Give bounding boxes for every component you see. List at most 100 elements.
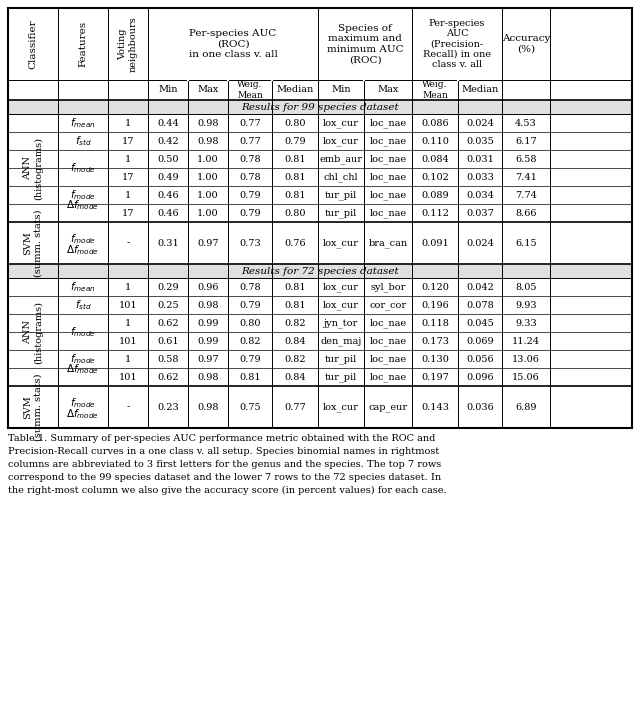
Text: 0.98: 0.98 [197,137,219,145]
Text: the right-most column we also give the accuracy score (in percent values) for ea: the right-most column we also give the a… [8,486,447,495]
Text: -: - [126,402,130,412]
Text: 0.118: 0.118 [421,318,449,328]
Text: 6.17: 6.17 [515,137,537,145]
Text: $\Delta f_{mode}$: $\Delta f_{mode}$ [67,407,99,421]
Text: 0.096: 0.096 [466,372,494,382]
Text: 0.98: 0.98 [197,372,219,382]
Text: lox_cur: lox_cur [323,282,359,292]
Text: 0.97: 0.97 [197,354,219,364]
Text: syl_bor: syl_bor [371,282,406,292]
Text: 0.110: 0.110 [421,137,449,145]
Text: 0.75: 0.75 [239,402,261,412]
Text: 6.15: 6.15 [515,238,537,248]
Text: 6.89: 6.89 [515,402,537,412]
Text: 15.06: 15.06 [512,372,540,382]
Text: loc_nae: loc_nae [369,172,406,182]
Text: 0.81: 0.81 [284,300,306,310]
Text: 0.173: 0.173 [421,336,449,346]
Text: 17: 17 [122,173,134,181]
Text: lox_cur: lox_cur [323,238,359,248]
Text: loc_nae: loc_nae [369,118,406,128]
Text: 0.81: 0.81 [284,282,306,292]
Text: lox_cur: lox_cur [323,118,359,128]
Text: 0.102: 0.102 [421,173,449,181]
Text: 0.77: 0.77 [239,119,261,127]
Text: 0.80: 0.80 [284,209,306,217]
Text: 0.99: 0.99 [197,318,219,328]
Text: Per-species AUC
(ROC)
in one class v. all: Per-species AUC (ROC) in one class v. al… [189,29,277,59]
Text: Min: Min [332,86,351,94]
Text: cap_eur: cap_eur [369,402,408,412]
Text: 0.77: 0.77 [284,402,306,412]
Text: 0.033: 0.033 [466,173,494,181]
Text: 0.81: 0.81 [284,191,306,199]
Text: 0.49: 0.49 [157,173,179,181]
Text: tur_pil: tur_pil [325,208,357,218]
Text: Accuracy
(%): Accuracy (%) [502,35,550,54]
Text: -: - [126,238,130,248]
Text: columns are abbreviated to 3 first letters for the genus and the species. The to: columns are abbreviated to 3 first lette… [8,460,441,469]
Text: cor_cor: cor_cor [369,300,406,310]
Text: 0.086: 0.086 [421,119,449,127]
Text: 0.042: 0.042 [466,282,494,292]
Text: $\Delta f_{mode}$: $\Delta f_{mode}$ [67,362,99,376]
Text: 0.82: 0.82 [284,354,306,364]
Text: 4.53: 4.53 [515,119,537,127]
Text: $f_{mode}$: $f_{mode}$ [70,161,96,175]
Text: 0.089: 0.089 [421,191,449,199]
Bar [8,8,632,428]
Text: 0.62: 0.62 [157,372,179,382]
Text: 17: 17 [122,209,134,217]
Text: Median: Median [276,86,314,94]
Text: 1: 1 [125,191,131,199]
Text: $f_{std}$: $f_{std}$ [74,298,92,312]
Text: loc_nae: loc_nae [369,208,406,218]
Text: $f_{mean}$: $f_{mean}$ [70,116,96,130]
Text: Weig.
Mean: Weig. Mean [237,81,263,99]
Text: 0.97: 0.97 [197,238,219,248]
Text: $f_{mode}$: $f_{mode}$ [70,396,96,410]
Text: 0.035: 0.035 [466,137,494,145]
Text: 0.46: 0.46 [157,191,179,199]
Bar [8,8,632,428]
Text: SVM
(summ. stats): SVM (summ. stats) [23,373,43,441]
Text: Species of
maximum and
minimum AUC
(ROC): Species of maximum and minimum AUC (ROC) [326,24,403,64]
Text: 0.81: 0.81 [239,372,261,382]
Text: 0.44: 0.44 [157,119,179,127]
Text: loc_nae: loc_nae [369,154,406,164]
Text: Per-species
AUC
(Precision-
Recall) in one
class v. all: Per-species AUC (Precision- Recall) in o… [423,19,491,69]
Text: 0.80: 0.80 [284,119,306,127]
Text: lox_cur: lox_cur [323,136,359,146]
Text: 0.78: 0.78 [239,173,261,181]
Text: loc_nae: loc_nae [369,136,406,146]
Text: 0.78: 0.78 [239,155,261,163]
Text: 7.74: 7.74 [515,191,537,199]
Text: 1.00: 1.00 [197,191,219,199]
Text: Results for 72 species dataset: Results for 72 species dataset [241,266,399,276]
Text: 0.79: 0.79 [239,300,261,310]
Text: Min: Min [158,86,178,94]
Text: 1: 1 [125,119,131,127]
Text: 0.79: 0.79 [284,137,306,145]
Text: tur_pil: tur_pil [325,354,357,364]
Text: $f_{mean}$: $f_{mean}$ [70,280,96,294]
Text: 0.96: 0.96 [197,282,219,292]
Text: 0.23: 0.23 [157,402,179,412]
Text: 0.84: 0.84 [284,372,306,382]
Text: tur_pil: tur_pil [325,190,357,200]
Text: 0.81: 0.81 [284,155,306,163]
Text: 0.82: 0.82 [239,336,261,346]
Text: Classifier: Classifier [29,19,38,69]
Text: Median: Median [461,86,499,94]
Text: loc_nae: loc_nae [369,372,406,382]
Text: 0.045: 0.045 [466,318,494,328]
Text: loc_nae: loc_nae [369,336,406,346]
Text: 0.73: 0.73 [239,238,261,248]
Text: $f_{mode}$: $f_{mode}$ [70,352,96,366]
Text: jyn_tor: jyn_tor [324,318,358,328]
Text: chl_chl: chl_chl [324,172,358,182]
Text: loc_nae: loc_nae [369,318,406,328]
Text: 101: 101 [118,372,138,382]
Text: 0.037: 0.037 [466,209,494,217]
Text: 1: 1 [125,354,131,364]
